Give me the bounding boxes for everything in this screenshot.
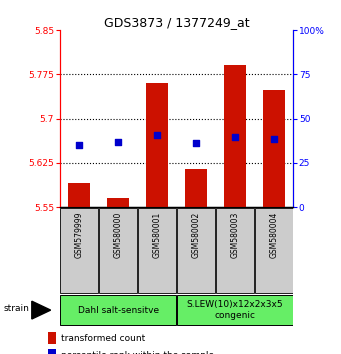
Point bbox=[271, 136, 277, 142]
Text: strain: strain bbox=[3, 304, 29, 313]
Text: Dahl salt-sensitve: Dahl salt-sensitve bbox=[77, 306, 159, 315]
FancyBboxPatch shape bbox=[216, 207, 254, 293]
Point bbox=[76, 142, 82, 148]
Bar bbox=[69, 183, 90, 207]
Text: GSM580001: GSM580001 bbox=[152, 211, 162, 258]
Bar bbox=[185, 169, 207, 207]
FancyBboxPatch shape bbox=[177, 295, 293, 325]
FancyBboxPatch shape bbox=[177, 207, 215, 293]
Polygon shape bbox=[32, 301, 50, 319]
Text: S.LEW(10)x12x2x3x5
congenic: S.LEW(10)x12x2x3x5 congenic bbox=[187, 301, 283, 320]
Text: transformed count: transformed count bbox=[61, 334, 146, 343]
Point bbox=[115, 139, 121, 145]
Text: GSM580002: GSM580002 bbox=[191, 211, 201, 258]
Bar bbox=[146, 83, 168, 207]
Text: GSM580004: GSM580004 bbox=[269, 211, 278, 258]
FancyBboxPatch shape bbox=[254, 207, 293, 293]
Text: GSM580003: GSM580003 bbox=[231, 211, 239, 258]
Text: percentile rank within the sample: percentile rank within the sample bbox=[61, 351, 214, 354]
FancyBboxPatch shape bbox=[60, 295, 176, 325]
Bar bbox=[48, 349, 56, 354]
Point bbox=[193, 141, 199, 146]
Point bbox=[154, 132, 160, 138]
Bar bbox=[48, 332, 56, 344]
Bar bbox=[263, 90, 284, 207]
Text: GSM579999: GSM579999 bbox=[75, 211, 84, 258]
Bar bbox=[107, 198, 129, 207]
FancyBboxPatch shape bbox=[99, 207, 137, 293]
Point bbox=[232, 135, 238, 140]
Title: GDS3873 / 1377249_at: GDS3873 / 1377249_at bbox=[104, 16, 249, 29]
Text: GSM580000: GSM580000 bbox=[114, 211, 122, 258]
FancyBboxPatch shape bbox=[60, 207, 99, 293]
Bar bbox=[224, 65, 246, 207]
FancyBboxPatch shape bbox=[138, 207, 176, 293]
